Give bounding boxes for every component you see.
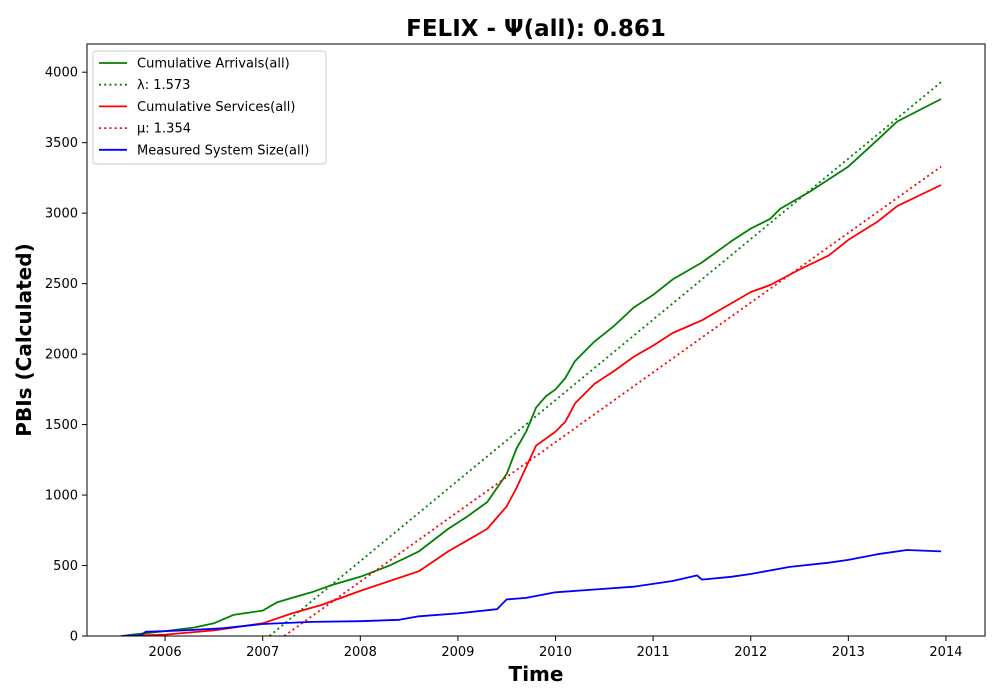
- y-tick-label: 0: [70, 630, 78, 645]
- x-tick-label: 2013: [832, 645, 865, 660]
- x-tick-label: 2006: [149, 645, 182, 660]
- y-tick-label: 2500: [45, 277, 78, 292]
- y-tick-label: 2000: [45, 348, 78, 363]
- y-tick-label: 500: [53, 559, 78, 574]
- x-axis-label: Time: [509, 662, 564, 686]
- legend-label-1: λ: 1.573: [137, 78, 190, 93]
- y-axis-label: PBIs (Calculated): [12, 243, 36, 436]
- y-tick-label: 4000: [45, 66, 78, 81]
- y-tick-label: 1000: [45, 489, 78, 504]
- x-tick-label: 2007: [246, 645, 279, 660]
- legend-label-4: Measured System Size(all): [137, 143, 309, 158]
- y-tick-label: 3500: [45, 136, 78, 151]
- legend: Cumulative Arrivals(all) λ: 1.573 Cumulati…: [93, 51, 326, 164]
- legend-label-2: Cumulative Services(all): [137, 100, 295, 115]
- legend-label-3: μ: 1.354: [137, 122, 191, 137]
- x-tick-label: 2011: [637, 645, 670, 660]
- legend-label-0: Cumulative Arrivals(all): [137, 57, 290, 72]
- x-tick-label: 2009: [441, 645, 474, 660]
- x-tick-label: 2010: [539, 645, 572, 660]
- y-tick-label: 1500: [45, 418, 78, 433]
- chart-title: FELIX - Ψ(all): 0.861: [406, 16, 666, 42]
- y-tick-label: 3000: [45, 207, 78, 222]
- x-tick-label: 2012: [734, 645, 767, 660]
- x-tick-label: 2008: [344, 645, 377, 660]
- x-tick-label: 2014: [929, 645, 962, 660]
